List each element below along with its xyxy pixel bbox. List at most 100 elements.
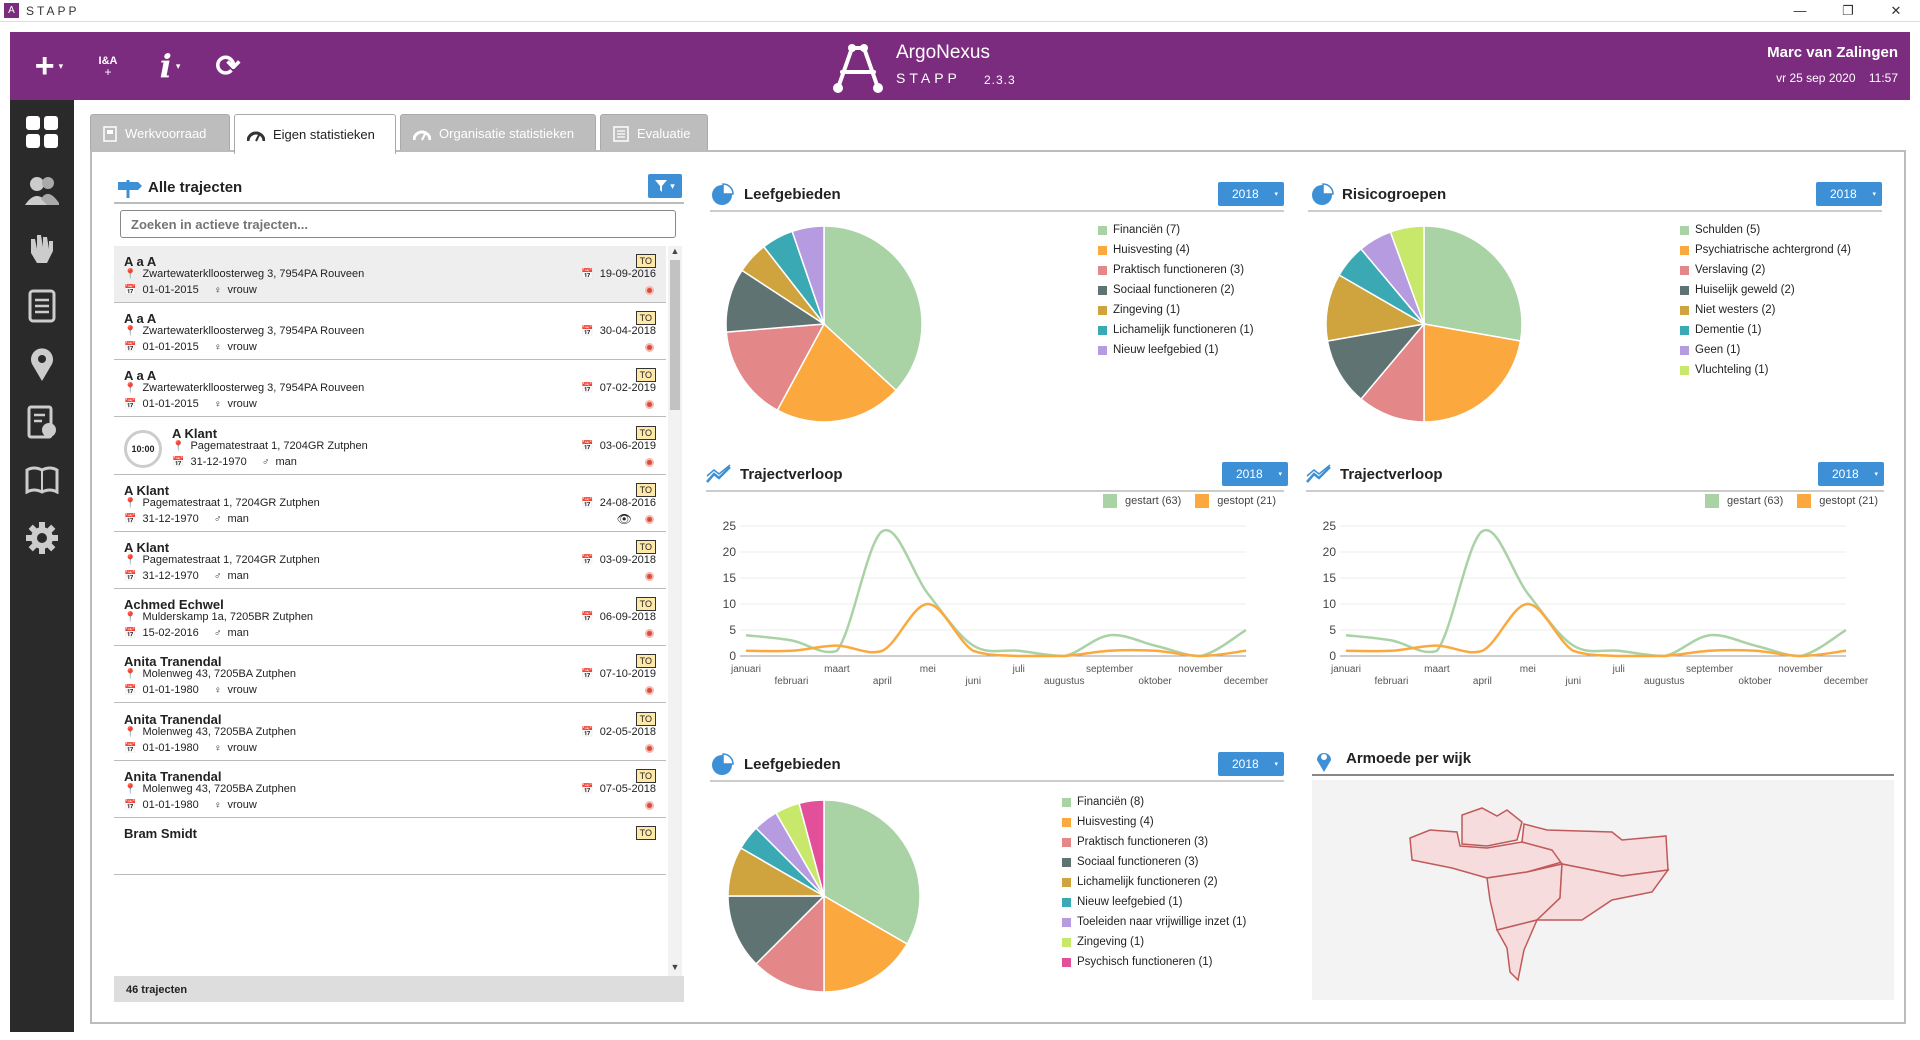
pie-slice[interactable] (727, 895, 826, 965)
legend-item[interactable]: Psychiatrische achtergrond (4) (1680, 240, 1851, 260)
status-dot (645, 286, 654, 295)
restore-button[interactable]: ❐ (1842, 3, 1854, 18)
pie-slice[interactable] (823, 894, 909, 993)
sidebar-item-support[interactable] (10, 220, 74, 276)
list-item[interactable]: 10:00 A Klant TO 📍 Pagematestraat 1, 7204GR … (114, 418, 666, 475)
legend-item[interactable]: Lichamelijk functioneren (1) (1098, 320, 1254, 340)
pie-slice[interactable] (776, 322, 898, 423)
sidebar-item-checklist[interactable] (10, 394, 74, 450)
sidebar-item-documents[interactable] (10, 278, 74, 334)
pie-slice[interactable] (823, 225, 923, 392)
legend-swatch (1062, 817, 1071, 827)
minimize-button[interactable]: — (1793, 3, 1807, 18)
sidebar-item-dashboard[interactable] (10, 104, 74, 160)
pie-slice[interactable] (1359, 321, 1425, 423)
list-item[interactable]: A a A TO 📍 Zwartewaterklloosterweg 3, 7954P… (114, 246, 666, 303)
brand-version: 2.3.3 (984, 73, 1016, 87)
info-button[interactable]: i ▾ (159, 47, 181, 85)
year-select[interactable]: 2018 ▾ (1218, 182, 1284, 206)
legend-item[interactable]: Huisvesting (4) (1062, 812, 1246, 832)
list-item[interactable]: A Klant TO 📍 Pagematestraat 1, 7204GR Zutph… (114, 475, 666, 532)
client-gender: vrouw (227, 684, 257, 697)
list-item[interactable]: Anita Tranendal TO 📍 Molenweg 43, 7205BA Zu… (114, 704, 666, 761)
pie-chart (725, 225, 923, 423)
legend-item[interactable]: Verslaving (2) (1680, 260, 1851, 280)
eye-icon[interactable]: 👁 (616, 511, 632, 526)
ia-button[interactable]: I&A + (88, 42, 128, 90)
tab-eigen-statistieken[interactable]: Eigen statistieken (234, 114, 396, 154)
legend-item[interactable]: Huiselijk geweld (2) (1680, 280, 1851, 300)
list-scrollbar[interactable]: ▲ ▼ (668, 246, 682, 976)
legend-item[interactable]: Nieuw leefgebied (1) (1098, 340, 1254, 360)
sidebar-item-locations[interactable] (10, 336, 74, 392)
legend-item[interactable]: Niet westers (2) (1680, 300, 1851, 320)
legend-item[interactable]: Zingeving (1) (1098, 300, 1254, 320)
list-item[interactable]: Anita Tranendal TO 📍 Molenweg 43, 7205BA Zu… (114, 761, 666, 818)
legend-item[interactable]: Sociaal functioneren (2) (1098, 280, 1254, 300)
legend-label: Zingeving (1) (1113, 304, 1181, 316)
legend-item[interactable]: Psychisch functioneren (1) (1062, 952, 1246, 972)
pie-slice[interactable] (791, 225, 825, 325)
legend-item[interactable]: Zingeving (1) (1062, 932, 1246, 952)
list-item[interactable]: Bram Smidt TO (114, 818, 666, 875)
sidebar-item-settings[interactable] (10, 510, 74, 566)
legend-item[interactable]: Lichamelijk functioneren (2) (1062, 872, 1246, 892)
pie-slice[interactable] (798, 799, 825, 897)
x-tick-label: mei (1520, 664, 1536, 675)
tab-organisatie-statistieken[interactable]: Organisatie statistieken (400, 114, 596, 152)
year-select[interactable]: 2018 ▾ (1222, 462, 1288, 486)
legend-label: Praktisch functioneren (3) (1077, 836, 1209, 848)
pie-slice[interactable] (1325, 273, 1427, 342)
legend-item[interactable]: Praktisch functioneren (3) (1062, 832, 1246, 852)
scroll-up-icon[interactable]: ▲ (670, 246, 680, 256)
gender-icon: ♂ (214, 628, 222, 640)
legend-item[interactable]: Toeleiden naar vrijwillige inzet (1) (1062, 912, 1246, 932)
tab-werkvoorraad[interactable]: Werkvoorraad (90, 114, 230, 152)
sync-button[interactable]: ⟳ (206, 42, 250, 90)
tab-evaluatie[interactable]: Evaluatie (600, 114, 708, 152)
list-item[interactable]: A Klant TO 📍 Pagematestraat 1, 7204GR Zutph… (114, 532, 666, 589)
pie-slice[interactable] (725, 323, 826, 412)
series-line-0[interactable] (1345, 528, 1847, 658)
list-item[interactable]: A a A TO 📍 Zwartewaterklloosterweg 3, 7954P… (114, 360, 666, 418)
client-name: A a A (124, 254, 157, 269)
filter-button[interactable]: ▾ (648, 174, 682, 198)
pie-slice[interactable] (1389, 225, 1425, 325)
scroll-down-icon[interactable]: ▼ (670, 962, 680, 972)
series-line-0[interactable] (745, 528, 1247, 658)
list-item[interactable]: Anita Tranendal TO 📍 Molenweg 43, 7205BA Zu… (114, 646, 666, 704)
pie-slice[interactable] (823, 799, 921, 946)
sidebar-item-users[interactable] (10, 162, 74, 218)
year-select[interactable]: 2018 ▾ (1818, 462, 1884, 486)
pie-slice[interactable] (1423, 323, 1522, 423)
pie-slice[interactable] (1326, 322, 1426, 401)
location-pin-icon: 📍 (124, 383, 137, 395)
series-line-1[interactable] (1345, 602, 1847, 658)
series-line-1[interactable] (745, 602, 1247, 658)
legend-item[interactable]: Huisvesting (4) (1098, 240, 1254, 260)
legend-item[interactable]: Schulden (5) (1680, 220, 1851, 240)
legend-item[interactable]: Geen (1) (1680, 340, 1851, 360)
status-badge: TO (635, 311, 656, 326)
search-input[interactable] (120, 210, 676, 238)
legend-item[interactable]: Financiën (8) (1062, 792, 1246, 812)
legend-item[interactable]: Financiën (7) (1098, 220, 1254, 240)
x-tick-label: maart (1424, 664, 1450, 675)
wijk-map[interactable] (1312, 780, 1894, 1000)
year-select[interactable]: 2018 ▾ (1816, 182, 1882, 206)
close-button[interactable]: ✕ (1890, 3, 1902, 18)
year-select[interactable]: 2018 ▾ (1218, 752, 1284, 776)
sidebar-item-knowledge[interactable] (10, 452, 74, 508)
legend-item[interactable]: Sociaal functioneren (3) (1062, 852, 1246, 872)
list-item[interactable]: Achmed Echwel TO 📍 Mulderskamp 1a, 7205BR Z… (114, 589, 666, 647)
legend-label: Niet westers (2) (1695, 304, 1776, 316)
add-button[interactable]: + ▾ (34, 47, 64, 85)
pie-slice[interactable] (1423, 225, 1523, 342)
scroll-thumb[interactable] (670, 260, 680, 410)
legend-item[interactable]: Nieuw leefgebied (1) (1062, 892, 1246, 912)
list-item[interactable]: A a A TO 📍 Zwartewaterklloosterweg 3, 7954P… (114, 303, 666, 361)
legend-item[interactable]: Vluchteling (1) (1680, 360, 1851, 380)
pie-slice[interactable] (755, 894, 825, 993)
legend-item[interactable]: Dementie (1) (1680, 320, 1851, 340)
legend-item[interactable]: Praktisch functioneren (3) (1098, 260, 1254, 280)
